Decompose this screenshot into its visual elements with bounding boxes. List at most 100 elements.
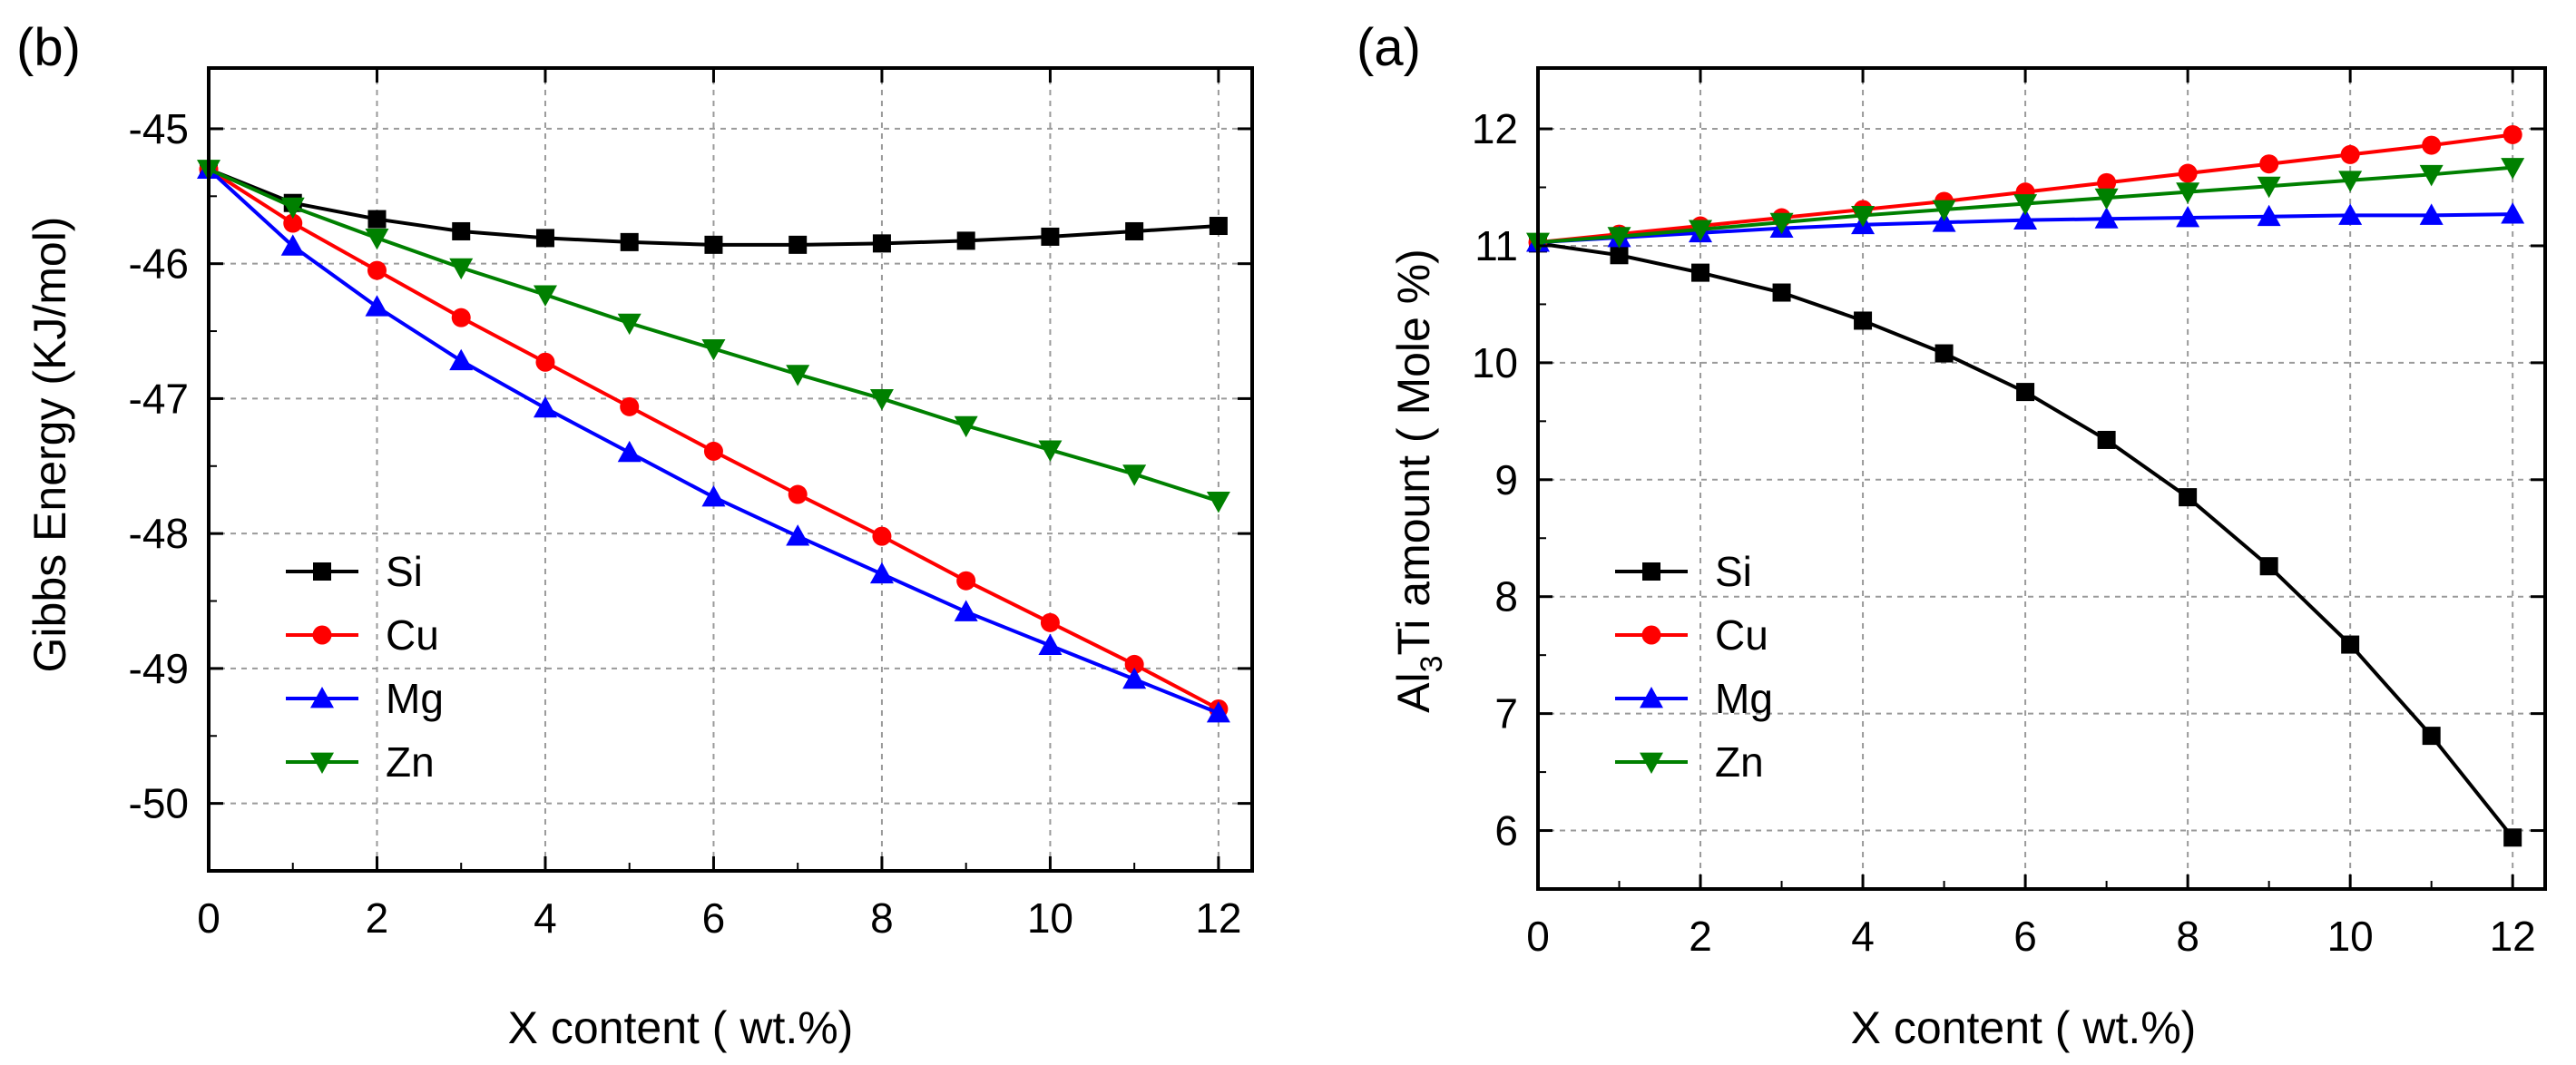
x-tick-label: 4 (1851, 913, 1875, 960)
data-point-zn (1769, 212, 1794, 235)
legend-item-mg: Mg (1615, 675, 1773, 722)
x-tick-label: 8 (870, 894, 894, 942)
data-point-mg (869, 562, 894, 584)
data-point-si (872, 234, 891, 253)
data-point-mg (1122, 667, 1147, 689)
panel-b-gibbs-energy-chart: 0 2 4 6 8 10 12 -50 -49 -48 -47 -46 -45 (b) X content … (16, 18, 1254, 1053)
y-tick-label: 12 (1472, 105, 1518, 152)
data-point-cu (1124, 654, 1144, 674)
data-point-mg (365, 295, 389, 317)
data-point-zn (1206, 492, 1230, 513)
data-point-si (452, 221, 471, 240)
y-tick-label: 9 (1494, 456, 1518, 503)
series-zn (1526, 158, 2525, 255)
data-point-zn (2094, 188, 2119, 210)
data-point-cu (1040, 612, 1060, 632)
legend-item-si: Si (286, 548, 423, 595)
y-tick-label: 10 (1472, 339, 1518, 386)
data-point-cu (2097, 172, 2117, 192)
legend-label: Si (1715, 548, 1752, 595)
data-point-zn (1851, 206, 1876, 228)
y-tick-label: -45 (129, 105, 189, 152)
data-point-mg (617, 440, 642, 463)
data-point-mg (786, 524, 810, 546)
data-point-cu (956, 571, 976, 591)
data-point-zn (365, 229, 389, 250)
legend-label: Cu (386, 611, 439, 659)
x-tick-label: 10 (2327, 913, 2374, 960)
data-point-si (1610, 246, 1629, 265)
data-point-si (2097, 430, 2116, 449)
data-point-cu (703, 441, 723, 461)
x-tick-label: 6 (2013, 913, 2037, 960)
data-point-si (2422, 727, 2441, 746)
x-tick-label: 2 (366, 894, 389, 942)
legend-item-mg: Mg (286, 675, 444, 722)
legend-swatch-marker (310, 752, 334, 774)
x-tick-label: 0 (1526, 913, 1550, 960)
data-point-zn (954, 415, 978, 438)
data-point-cu (872, 526, 892, 546)
data-point-zn (2338, 171, 2363, 192)
data-point-mg (533, 396, 557, 418)
data-point-zn (701, 338, 726, 361)
legend-swatch-marker (1641, 625, 1661, 645)
data-point-si (2503, 828, 2522, 847)
y-axis-title: Gibbs Energy (KJ/mol) (24, 217, 75, 673)
data-point-zn (1689, 220, 1713, 241)
data-point-si (2016, 383, 2035, 402)
data-point-zn (2419, 164, 2444, 187)
data-point-si (535, 229, 554, 248)
legend-swatch-marker (310, 687, 334, 708)
legend-swatch-marker (1642, 562, 1660, 581)
data-point-cu (2178, 163, 2198, 183)
legend-item-cu: Cu (286, 611, 439, 659)
data-point-mg (2176, 206, 2200, 228)
y-tick-label: -50 (129, 780, 189, 827)
data-point-cu (451, 308, 471, 327)
data-point-zn (1038, 440, 1063, 462)
legend-label: Zn (1715, 738, 1764, 786)
data-point-zn (449, 258, 474, 280)
data-point-cu (2503, 124, 2522, 144)
data-point-mg (2338, 203, 2363, 225)
data-point-mg (2013, 208, 2038, 230)
x-tick-label: 12 (1195, 894, 1241, 942)
legend-label: Zn (386, 738, 435, 786)
data-point-mg (280, 234, 305, 256)
data-point-zn (533, 285, 557, 307)
y-tick-label: -46 (129, 240, 189, 288)
data-point-si (704, 235, 723, 254)
data-point-si (1772, 283, 1791, 302)
y-axis-title: Al3Ti amount ( Mole %) (1388, 249, 1449, 713)
x-tick-label: 12 (2490, 913, 2536, 960)
legend-swatch-marker (1640, 752, 1663, 774)
y-tick-label: 7 (1494, 690, 1518, 738)
data-point-cu (367, 260, 387, 280)
data-point-mg (701, 484, 726, 507)
x-tick-label: 2 (1689, 913, 1712, 960)
y-tick-label: 6 (1494, 807, 1518, 855)
x-axis-title: X content ( wt.%) (508, 1002, 854, 1053)
legend: Si Cu Mg Zn (1615, 548, 1773, 786)
x-axis-title: X content ( wt.%) (1851, 1002, 2197, 1053)
series-si (200, 160, 1228, 254)
data-point-zn (2176, 182, 2200, 204)
data-point-si (2341, 635, 2360, 654)
data-point-mg (449, 348, 474, 371)
legend-label: Mg (1715, 675, 1773, 722)
legend-item-cu: Cu (1615, 611, 1768, 659)
panel-label: (b) (16, 18, 81, 77)
x-tick-label: 0 (197, 894, 220, 942)
data-point-zn (1607, 227, 1631, 249)
data-point-cu (788, 484, 808, 504)
data-point-zn (280, 197, 305, 220)
legend-item-si: Si (1615, 548, 1752, 595)
data-point-zn (617, 313, 642, 336)
x-tick-label: 8 (2176, 913, 2199, 960)
data-point-si (788, 235, 808, 254)
data-point-si (2259, 557, 2278, 576)
data-point-cu (535, 352, 555, 372)
data-point-si (367, 210, 387, 229)
